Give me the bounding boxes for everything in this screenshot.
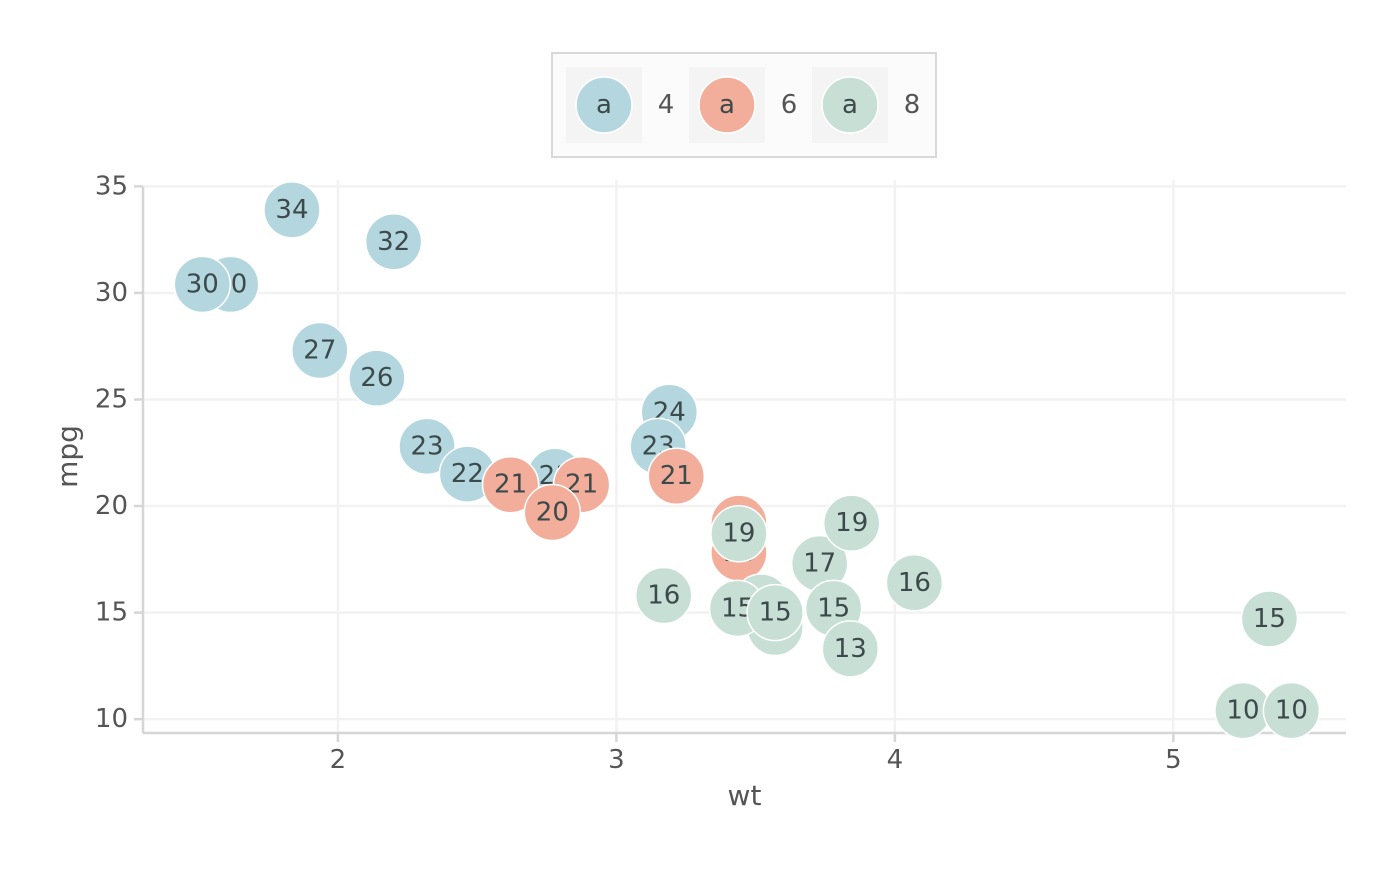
point-label: 32 bbox=[377, 227, 410, 257]
data-point: 16 bbox=[636, 568, 692, 624]
point-label: 13 bbox=[834, 634, 867, 664]
data-point: 27 bbox=[292, 322, 348, 378]
x-tick-label: 2 bbox=[330, 745, 347, 775]
data-point: 30 bbox=[174, 256, 230, 312]
legend: a 4 a 6 a 8 bbox=[552, 53, 936, 157]
point-label: 22 bbox=[451, 459, 484, 489]
point-label: 23 bbox=[410, 431, 443, 461]
x-tick-label: 4 bbox=[887, 745, 904, 775]
point-label: 20 bbox=[536, 497, 569, 527]
scatter-chart: 1015202530352345wtmpg 232423323034222726… bbox=[0, 0, 1400, 866]
y-axis-title: mpg bbox=[51, 425, 84, 488]
y-tick-label: 10 bbox=[95, 704, 128, 734]
points-layer: 2324233230342227263021212121181918201914… bbox=[174, 182, 1319, 739]
x-tick-label: 5 bbox=[1165, 745, 1182, 775]
y-tick-label: 15 bbox=[95, 598, 128, 628]
legend-key-letter: a bbox=[596, 90, 612, 120]
y-tick-label: 20 bbox=[95, 491, 128, 521]
data-point: 15 bbox=[747, 585, 803, 641]
data-point: 10 bbox=[1215, 683, 1271, 739]
x-tick-label: 3 bbox=[608, 745, 625, 775]
legend-label: 6 bbox=[781, 90, 798, 120]
y-tick-label: 30 bbox=[95, 278, 128, 308]
point-label: 30 bbox=[186, 269, 219, 299]
point-label: 15 bbox=[817, 593, 850, 623]
grid-layer bbox=[143, 180, 1346, 733]
data-point: 20 bbox=[524, 484, 580, 540]
point-label: 15 bbox=[759, 598, 792, 628]
point-label: 34 bbox=[275, 195, 308, 225]
data-point: 10 bbox=[1263, 683, 1319, 739]
point-label: 26 bbox=[360, 363, 393, 393]
data-point: 16 bbox=[886, 555, 942, 611]
point-label: 10 bbox=[1275, 696, 1308, 726]
legend-key-letter: a bbox=[842, 90, 858, 120]
point-label: 16 bbox=[647, 581, 680, 611]
point-label: 19 bbox=[835, 508, 868, 538]
point-label: 21 bbox=[660, 461, 693, 491]
data-point: 19 bbox=[711, 506, 767, 562]
point-label: 16 bbox=[898, 568, 931, 598]
legend-label: 4 bbox=[658, 90, 675, 120]
point-label: 15 bbox=[1253, 604, 1286, 634]
point-label: 27 bbox=[303, 335, 336, 365]
legend-label: 8 bbox=[904, 90, 921, 120]
point-label: 17 bbox=[803, 549, 836, 579]
data-point: 19 bbox=[824, 495, 880, 551]
point-label: 19 bbox=[722, 519, 755, 549]
point-label: 10 bbox=[1226, 696, 1259, 726]
data-point: 32 bbox=[366, 214, 422, 270]
data-point: 26 bbox=[349, 350, 405, 406]
data-point: 15 bbox=[1241, 591, 1297, 647]
x-axis-title: wt bbox=[728, 779, 762, 812]
data-point: 34 bbox=[264, 182, 320, 238]
legend-key-letter: a bbox=[719, 90, 735, 120]
data-point: 13 bbox=[822, 621, 878, 677]
point-label: 21 bbox=[494, 470, 527, 500]
y-tick-label: 25 bbox=[95, 384, 128, 414]
y-tick-label: 35 bbox=[95, 171, 128, 201]
data-point: 21 bbox=[648, 448, 704, 504]
chart-container: 1015202530352345wtmpg 232423323034222726… bbox=[0, 0, 1400, 866]
